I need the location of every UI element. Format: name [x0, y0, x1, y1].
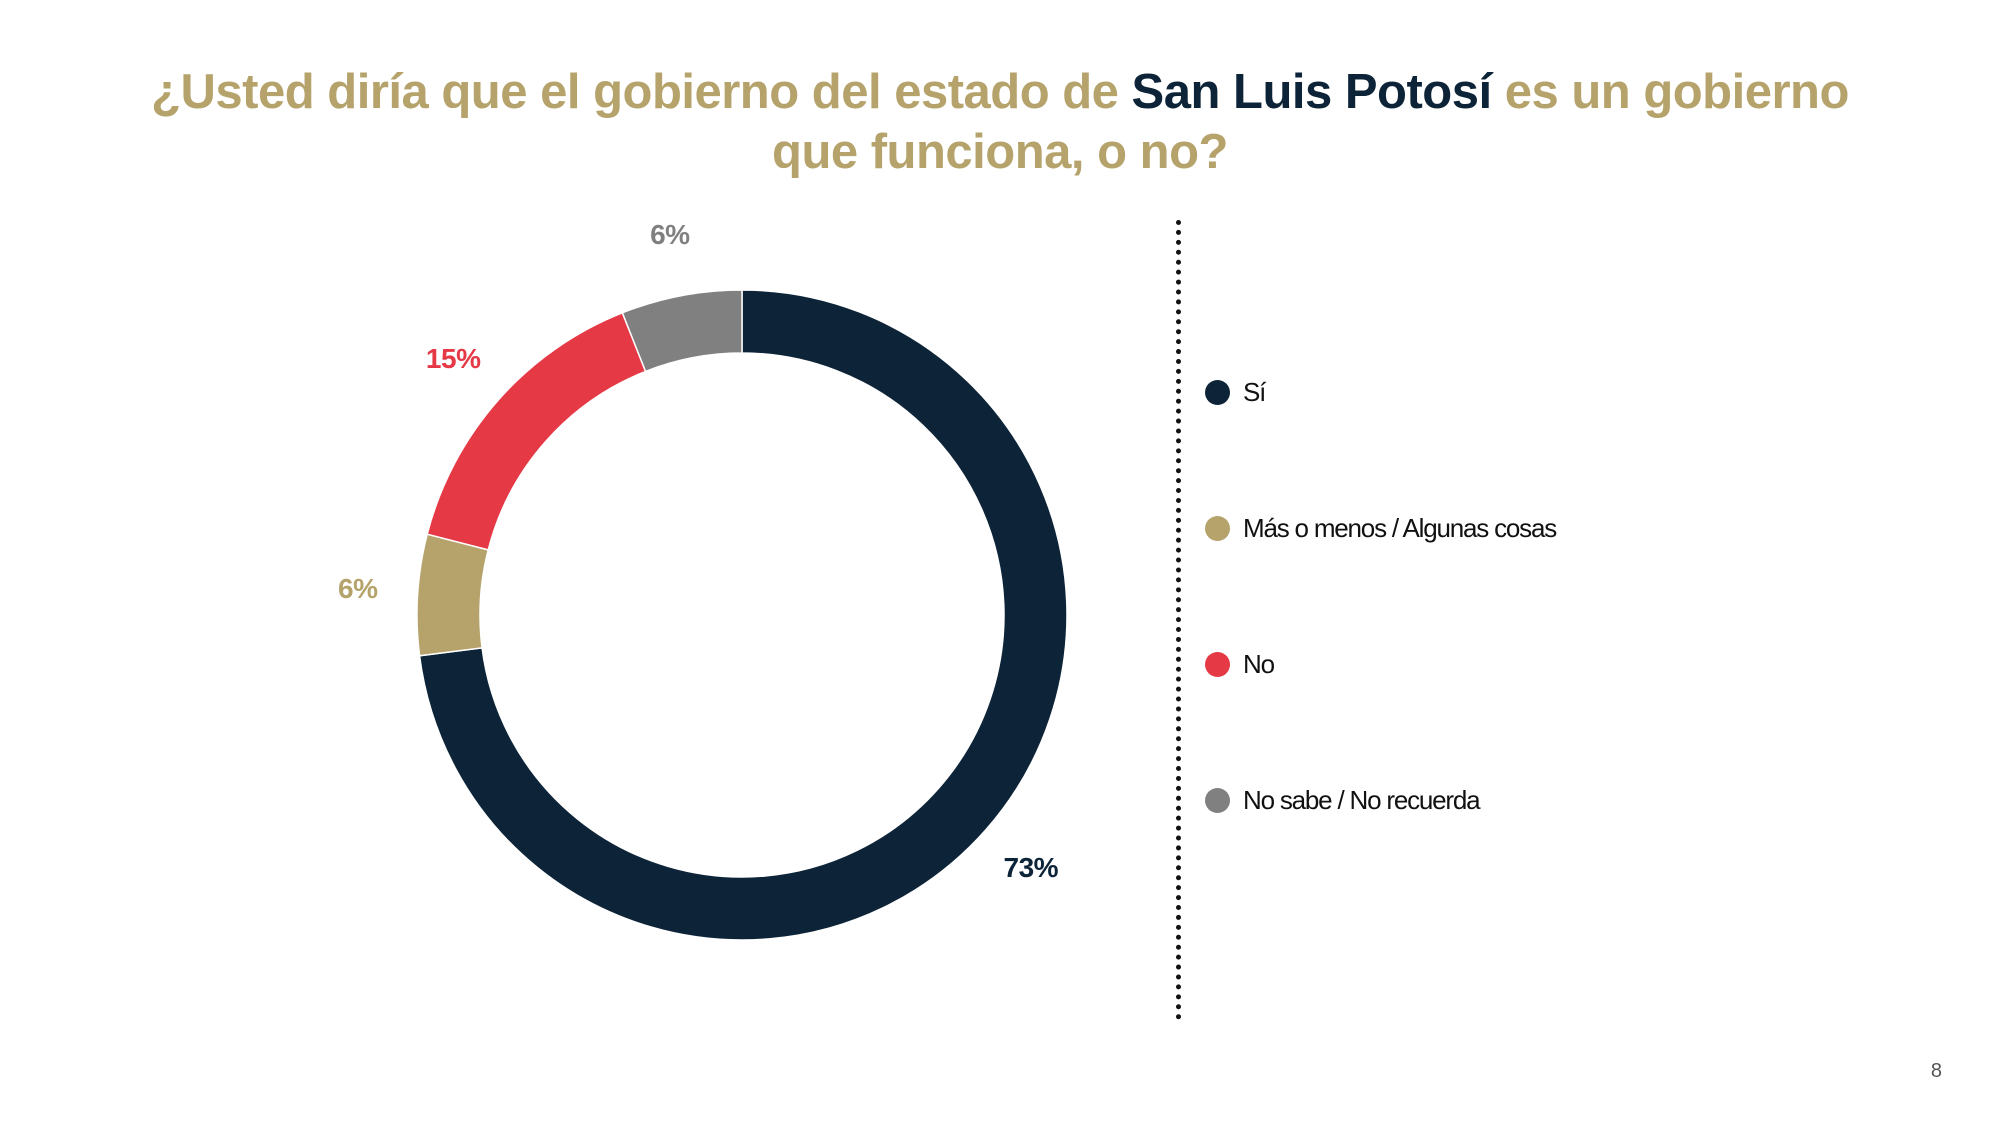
- chart-title: ¿Usted diría que el gobierno del estado …: [120, 62, 1880, 182]
- data-label-mas-o-menos: 6%: [338, 573, 378, 604]
- donut-slice-mas-o-menos: [416, 533, 490, 657]
- donut-slice-si: [418, 289, 1068, 941]
- dotted-divider: [1176, 220, 1181, 1020]
- data-label-si: 73%: [1004, 852, 1059, 883]
- legend-swatch-no: [1205, 652, 1230, 677]
- data-label-no: 15%: [426, 343, 481, 374]
- legend-swatch-mas-o-menos: [1205, 516, 1230, 541]
- data-label-no-sabe: 6%: [650, 219, 690, 250]
- donut-slice-no-sabe: [621, 289, 743, 373]
- legend-label-no-sabe: No sabe / No recuerda: [1243, 785, 1481, 815]
- legend-label-si: Sí: [1243, 377, 1266, 407]
- legend-label-no: No: [1243, 649, 1275, 679]
- page-number: 8: [1930, 1060, 1942, 1082]
- title-highlight: San Luis Potosí: [1131, 65, 1493, 119]
- title-part-1: ¿Usted diría que el gobierno del estado …: [151, 65, 1132, 119]
- legend-swatch-si: [1205, 380, 1230, 405]
- donut-chart: 73% 6% 15% 6%: [338, 219, 1068, 941]
- title-part-2: es un gobierno que funciona, o no?: [772, 65, 1849, 179]
- legend-swatch-no-sabe: [1205, 788, 1230, 813]
- legend-label-mas-o-menos: Más o menos / Algunas cosas: [1243, 513, 1557, 543]
